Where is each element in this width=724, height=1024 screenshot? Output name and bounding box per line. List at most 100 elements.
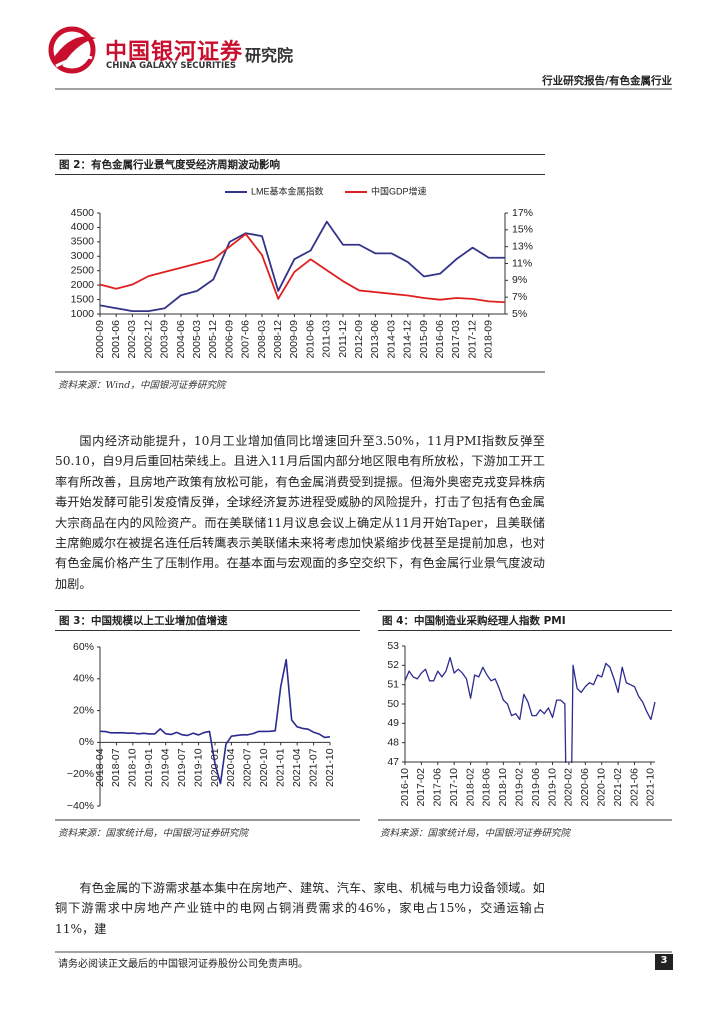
figure-source: 资料来源：国家统计局，中国银河证券研究院 bbox=[58, 828, 249, 839]
x-tick-label: 2018-10 bbox=[127, 748, 139, 787]
x-tick-label: 2019-10 bbox=[192, 748, 204, 787]
y-tick-label: 52 bbox=[387, 659, 399, 671]
x-tick-label: 2018-10 bbox=[497, 768, 509, 807]
figure-caption: 图 4：中国制造业采购经理人指数 PMI bbox=[378, 610, 672, 631]
x-tick-label: 2000-09 bbox=[94, 320, 106, 359]
x-tick-label: 2018-06 bbox=[481, 768, 493, 807]
series-line bbox=[100, 233, 506, 304]
x-tick-label: 2009-09 bbox=[288, 320, 300, 359]
x-tick-label: 2020-10 bbox=[596, 768, 608, 807]
y-tick-label: 51 bbox=[387, 678, 399, 690]
x-tick-label: 2021-07 bbox=[307, 748, 319, 787]
x-tick-label: 2007-06 bbox=[240, 320, 252, 359]
y-tick-label: −40% bbox=[67, 800, 94, 812]
x-tick-label: 2015-09 bbox=[418, 320, 430, 359]
page-box bbox=[655, 954, 673, 970]
report-type: 行业研究报告/有色金属行业 bbox=[542, 75, 672, 87]
y2-tick-label: 11% bbox=[512, 257, 532, 269]
figure-caption: 图 3：中国规模以上工业增加值增速 bbox=[55, 610, 360, 631]
legend-label: LME基本金属指数 bbox=[251, 185, 324, 196]
x-tick-label: 2018-09 bbox=[483, 320, 495, 359]
x-tick-label: 2018-07 bbox=[110, 748, 122, 787]
y-tick-label: 1000 bbox=[71, 308, 95, 320]
y-tick-label: −20% bbox=[67, 768, 94, 780]
y-tick-label: 47 bbox=[387, 756, 399, 768]
x-tick-label: 2020-10 bbox=[258, 748, 270, 787]
x-tick-label: 2014-03 bbox=[385, 320, 397, 359]
x-tick-label: 2013-06 bbox=[369, 320, 381, 359]
x-tick-label: 2018-02 bbox=[464, 768, 476, 807]
y2-tick-label: 7% bbox=[512, 291, 527, 303]
x-tick-label: 2012-09 bbox=[353, 320, 365, 359]
y-tick-label: 48 bbox=[387, 736, 399, 748]
y2-tick-label: 5% bbox=[512, 308, 527, 320]
x-tick-label: 2002-12 bbox=[142, 320, 154, 359]
series-line bbox=[100, 658, 331, 785]
paragraph: 有色金属的下游需求基本集中在房地产、建筑、汽车、家电、机械与电力设备领域。如铜下… bbox=[55, 881, 545, 936]
y-tick-label: 3500 bbox=[71, 236, 95, 248]
x-tick-label: 2017-02 bbox=[415, 768, 427, 807]
x-tick-label: 2017-12 bbox=[466, 320, 478, 359]
x-tick-label: 2010-06 bbox=[304, 320, 316, 359]
x-tick-label: 2019-02 bbox=[514, 768, 526, 807]
x-tick-label: 2021-06 bbox=[628, 768, 640, 807]
x-tick-label: 2002-03 bbox=[126, 320, 138, 359]
x-tick-label: 2019-01 bbox=[143, 748, 155, 787]
y-tick-label: 1500 bbox=[71, 293, 95, 305]
logo bbox=[48, 26, 96, 74]
brand: 中国银河证券 bbox=[105, 40, 244, 65]
x-tick-label: 2008-12 bbox=[272, 320, 284, 359]
x-tick-label: 2017-10 bbox=[448, 768, 460, 807]
x-tick-label: 2011-12 bbox=[337, 320, 349, 358]
x-tick-label: 2019-10 bbox=[546, 768, 558, 807]
y-tick-label: 60% bbox=[73, 641, 94, 653]
y-tick-label: 2000 bbox=[71, 279, 95, 291]
institute: 研究院 bbox=[245, 46, 294, 65]
x-tick-label: 2017-03 bbox=[450, 320, 462, 359]
x-tick-label: 2014-12 bbox=[402, 320, 414, 359]
x-tick-label: 2021-10 bbox=[324, 748, 336, 787]
series-line bbox=[100, 220, 505, 313]
disclaimer: 请务必阅读正文最后的中国银河证券股份公司免责声明。 bbox=[58, 959, 308, 970]
y-tick-label: 20% bbox=[73, 704, 94, 716]
figure-caption: 图 2：有色金属行业景气度受经济周期波动影响 bbox=[55, 154, 545, 175]
x-tick-label: 2021-01 bbox=[274, 748, 286, 787]
x-tick-label: 2021-02 bbox=[612, 768, 624, 807]
x-tick-label: 2004-06 bbox=[175, 320, 187, 359]
x-tick-label: 2008-03 bbox=[256, 320, 268, 359]
page-number: 3 bbox=[660, 955, 668, 966]
y2-tick-label: 15% bbox=[512, 224, 533, 236]
y-tick-label: 4500 bbox=[71, 207, 95, 219]
x-tick-label: 2011-03 bbox=[321, 320, 333, 358]
y-tick-label: 4000 bbox=[71, 221, 95, 233]
brand-en: CHINA GALAXY SECURITIES bbox=[106, 61, 237, 71]
y-tick-label: 0% bbox=[79, 736, 94, 748]
x-tick-label: 2020-02 bbox=[563, 768, 575, 807]
y-tick-label: 40% bbox=[73, 673, 94, 685]
paragraph: 国内经济动能提升，10月工业增加值同比增速回升至3.50%，11月PMI指数反弹… bbox=[55, 434, 545, 591]
y2-tick-label: 13% bbox=[512, 240, 533, 252]
x-tick-label: 2020-01 bbox=[209, 748, 221, 787]
series-line bbox=[405, 656, 656, 763]
y2-tick-label: 17% bbox=[512, 207, 533, 219]
x-tick-label: 2021-10 bbox=[645, 768, 657, 807]
x-tick-label: 2005-03 bbox=[191, 320, 203, 359]
x-tick-label: 2003-09 bbox=[159, 320, 171, 359]
x-tick-label: 2005-12 bbox=[207, 320, 219, 359]
x-tick-label: 2018-04 bbox=[94, 748, 106, 787]
y-tick-label: 2500 bbox=[71, 264, 95, 276]
y2-tick-label: 9% bbox=[512, 274, 527, 286]
legend-label: 中国GDP增速 bbox=[371, 185, 427, 196]
x-tick-label: 2019-04 bbox=[159, 748, 171, 787]
x-tick-label: 2019-06 bbox=[530, 768, 542, 807]
y-tick-label: 53 bbox=[387, 640, 399, 652]
y-tick-label: 49 bbox=[387, 717, 399, 729]
x-tick-label: 2001-06 bbox=[110, 320, 122, 359]
x-tick-label: 2016-10 bbox=[399, 768, 411, 807]
figure-source: 资料来源：Wind，中国银河证券研究院 bbox=[58, 380, 226, 391]
x-tick-label: 2021-04 bbox=[291, 748, 303, 787]
y-tick-label: 3000 bbox=[71, 250, 95, 262]
x-tick-label: 2017-06 bbox=[432, 768, 444, 807]
